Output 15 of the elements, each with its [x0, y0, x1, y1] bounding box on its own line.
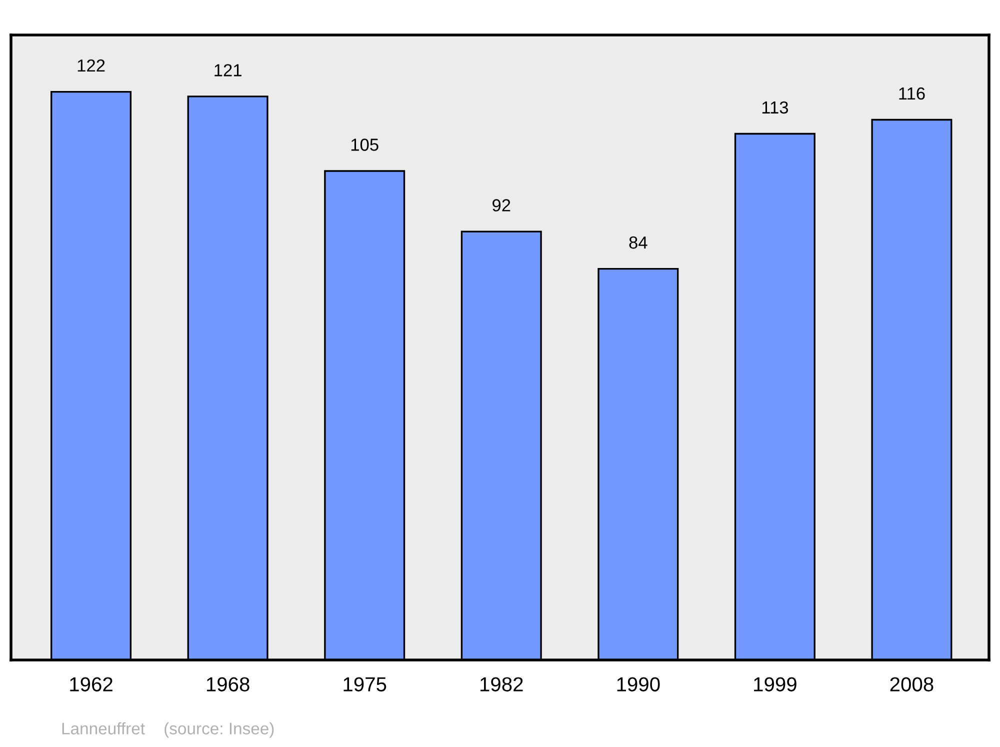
- data-label: 122: [78, 59, 105, 72]
- x-tick-label: 1982: [480, 677, 523, 692]
- data-label: 84: [629, 236, 648, 249]
- data-label: 105: [351, 138, 378, 151]
- data-label: 92: [492, 199, 510, 212]
- x-tick-label: 1999: [754, 677, 796, 692]
- x-tick-label: 2008: [890, 677, 934, 692]
- data-label: 116: [899, 87, 925, 100]
- x-tick-label: 1962: [70, 677, 112, 692]
- x-tick-label: 1975: [344, 677, 386, 692]
- x-tick-label: 1968: [206, 677, 250, 692]
- text: Lanneuffret (source: Insee): [62, 722, 274, 738]
- x-tick-label: 1990: [617, 677, 660, 692]
- data-label: 113: [762, 101, 788, 114]
- data-label: 121: [214, 64, 242, 76]
